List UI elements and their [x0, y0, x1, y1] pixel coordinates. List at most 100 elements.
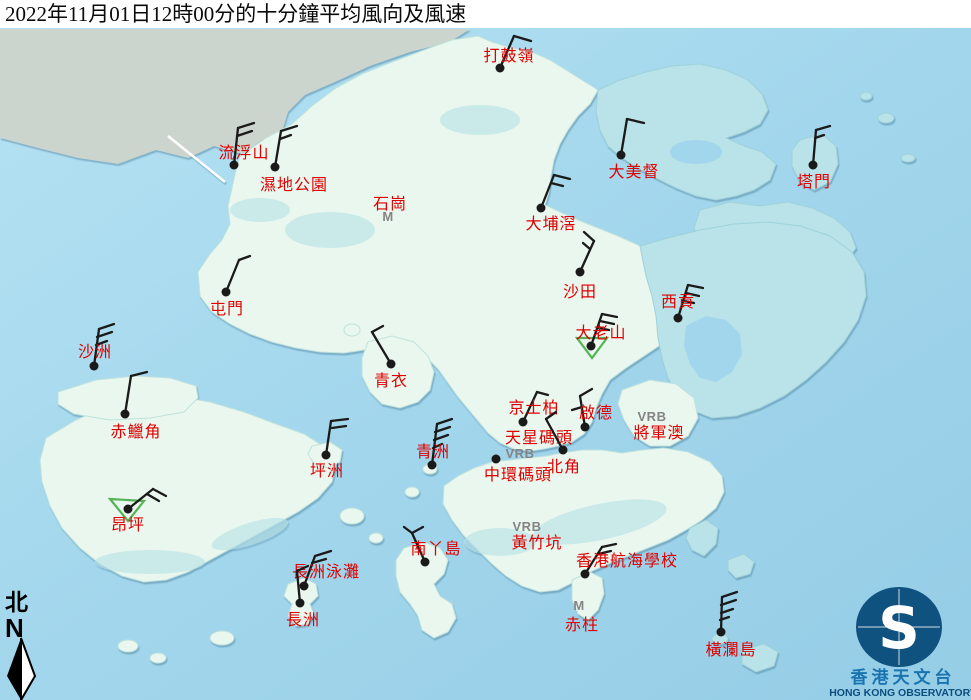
wind-barb-icon	[521, 390, 539, 424]
station-dot-icon	[270, 162, 280, 172]
station-dot-icon	[491, 454, 501, 464]
station-label: 赤柱	[565, 616, 599, 634]
wind-barb-icon	[578, 239, 596, 274]
station-dot-icon	[580, 422, 590, 432]
station-label: 屯門	[210, 300, 244, 318]
land-islet-ne1	[877, 112, 895, 124]
wind-barb-icon	[432, 433, 450, 442]
wind-barb-icon	[600, 312, 619, 319]
plover-cove-water	[670, 140, 722, 164]
wind-barb-icon	[313, 549, 333, 558]
station-dot-icon	[120, 409, 130, 419]
station-dot-icon	[808, 160, 818, 170]
wind-barb-icon	[552, 173, 572, 181]
wind-barb-icon	[686, 283, 705, 290]
station-label: 天星碼頭	[505, 429, 573, 447]
station-peng-chau: 坪洲	[310, 417, 350, 480]
wind-barb-icon	[237, 254, 252, 262]
station-shek-kong: M石崗	[373, 195, 406, 224]
station-sai-kung: 西貢	[661, 283, 705, 323]
land-soko-2	[149, 652, 167, 664]
land-shenzhen	[0, 29, 470, 164]
wind-barb-icon	[578, 394, 587, 429]
wind-barb-icon	[581, 241, 592, 251]
station-dot-icon	[386, 359, 396, 369]
wind-barb-icon	[578, 387, 594, 398]
wind-barb-icon	[370, 330, 393, 366]
port-shelter-water	[684, 316, 742, 382]
wind-barb-icon	[151, 487, 168, 498]
land-soko-1	[117, 639, 139, 653]
land-islet-ne3	[859, 91, 873, 101]
station-note-m: M	[573, 598, 584, 613]
terrain-tint-patches	[95, 105, 667, 574]
wind-barb-icon	[329, 417, 350, 423]
wind-barb-icon	[684, 291, 701, 298]
map-title: 2022年11月01日12時00分的十分鐘平均風向及風速	[5, 2, 466, 26]
wind-barb-icon	[236, 121, 256, 130]
station-dot-icon	[299, 581, 309, 591]
wind-barb-icon	[123, 374, 133, 416]
station-label: 打鼓嶺	[483, 47, 534, 65]
compass-needle-icon	[20, 637, 37, 700]
station-label: 大埔滘	[525, 215, 576, 233]
wind-barb-icon	[129, 370, 149, 378]
wind-barb-icon	[682, 299, 696, 305]
station-label: 香港航海學校	[576, 552, 678, 570]
station-dot-icon	[580, 569, 590, 579]
station-dot-icon	[427, 460, 437, 470]
wind-barb-icon	[310, 557, 328, 565]
station-star-ferry-pier: 天星碼頭	[505, 429, 573, 447]
border-river-line	[167, 135, 226, 183]
wind-barb-icon	[92, 327, 101, 368]
station-ta-kwu-ling: 打鼓嶺	[483, 34, 534, 73]
land-ma-wan	[343, 323, 361, 337]
station-north-point: 北角	[544, 410, 581, 476]
station-label: 長洲	[286, 611, 320, 629]
station-note-vrb: VRB	[506, 446, 535, 461]
station-dot-icon	[575, 267, 585, 277]
wind-barb-icon	[279, 124, 299, 133]
land-islet-1	[368, 532, 384, 544]
wind-barb-icon	[718, 615, 731, 622]
station-waglan-island: 橫瀾島	[705, 590, 756, 659]
station-dot-icon	[495, 63, 505, 73]
wind-barb-icon	[94, 339, 109, 347]
wind-barb-icon	[410, 525, 425, 535]
wind-barb-icon	[619, 117, 629, 157]
wind-barb-icon	[302, 554, 317, 588]
land-po-toi	[741, 643, 779, 673]
station-kings-park: 京士柏	[508, 390, 559, 427]
wind-barb-icon	[97, 322, 116, 331]
station-cheung-chau: 長洲	[286, 564, 320, 629]
station-label: 將軍澳	[633, 424, 684, 442]
wind-barb-icon	[598, 319, 616, 326]
station-label: 赤鱲角	[110, 423, 161, 441]
wind-barb-icon	[539, 173, 556, 210]
station-label: 北角	[547, 458, 581, 476]
land-tung-lung	[727, 553, 755, 579]
station-ngong-ping: 昂坪	[107, 487, 168, 534]
land-daguilar	[685, 519, 719, 557]
wind-barb-icon	[811, 128, 818, 167]
wind-barb-icon	[498, 34, 516, 70]
wind-barb-icon	[370, 324, 385, 334]
wind-barb-icon	[224, 258, 241, 294]
station-dot-icon	[586, 341, 596, 351]
station-label: 西貢	[661, 294, 695, 311]
station-label: 橫瀾島	[705, 641, 756, 659]
station-dot-icon	[123, 504, 133, 514]
station-green-island: 青洲	[416, 417, 454, 470]
land-stanley-peninsula	[571, 571, 605, 621]
wind-barb-icon	[582, 230, 596, 243]
wind-barb-icon	[435, 417, 454, 426]
wind-barb-icon	[95, 330, 114, 339]
station-dot-icon	[89, 361, 99, 371]
wind-barb-icon	[273, 129, 283, 169]
north-label-en: N	[5, 613, 24, 643]
